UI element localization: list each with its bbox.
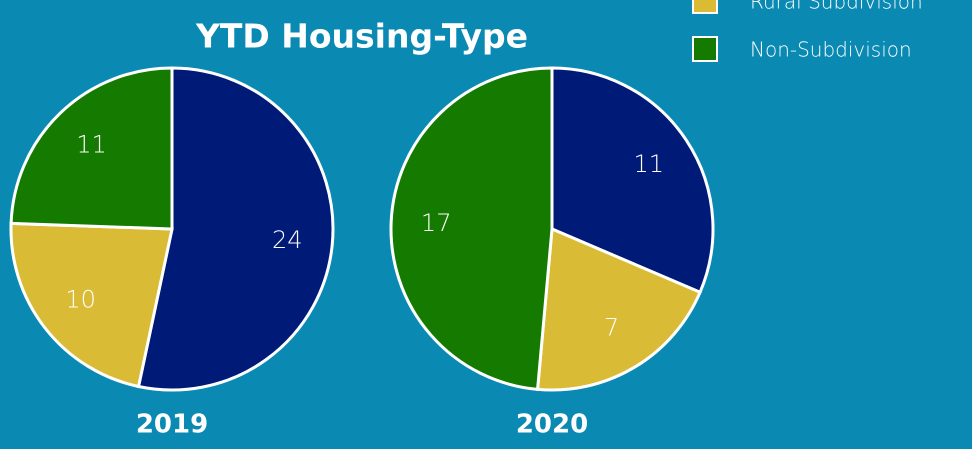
- data-label: 11: [76, 131, 107, 159]
- legend-swatch: [692, 0, 718, 14]
- pie-label: 2019: [136, 410, 208, 440]
- pie-slice: [9, 221, 174, 389]
- data-label: 11: [633, 150, 664, 178]
- legend-swatch: [692, 36, 718, 62]
- data-label: 24: [272, 226, 303, 254]
- legend-label: Rural Subdivision: [750, 0, 923, 14]
- chart-title: YTD Housing-Type: [195, 17, 528, 56]
- data-label: 10: [65, 285, 96, 313]
- pie-slice: [550, 66, 715, 295]
- pie-slice: [9, 66, 174, 231]
- pie-slice: [136, 66, 335, 392]
- legend-label: Non-Subdivision: [750, 38, 912, 62]
- data-label: 7: [604, 314, 619, 342]
- pie-slice: [535, 226, 703, 392]
- data-label: 17: [421, 209, 452, 237]
- pie-label: 2020: [516, 410, 588, 440]
- pie-slice: [389, 66, 554, 391]
